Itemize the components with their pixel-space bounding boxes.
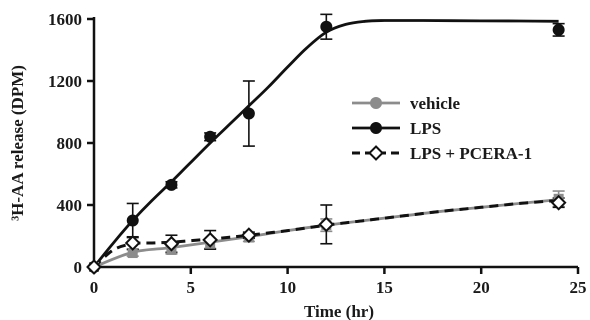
- y-ticks: 0 400 800 1200 1600: [48, 10, 94, 277]
- legend-marker-vehicle: [371, 98, 382, 109]
- legend-label-lps: LPS: [410, 119, 441, 138]
- y-tick-label: 1600: [48, 10, 82, 29]
- y-tick-label: 1200: [48, 72, 82, 91]
- error-bars: [127, 14, 565, 256]
- x-axis-title: Time (hr): [304, 302, 374, 320]
- y-tick-label: 0: [74, 258, 83, 277]
- point-lps: [205, 131, 216, 142]
- x-tick-label: 15: [376, 278, 393, 297]
- legend-label-lps-pcera-1: LPS + PCERA-1: [410, 144, 532, 163]
- x-tick-label: 10: [279, 278, 296, 297]
- x-tick-label: 5: [187, 278, 196, 297]
- y-tick-label: 800: [57, 134, 83, 153]
- axes: [94, 17, 578, 267]
- point-lps: [553, 24, 564, 35]
- y-axis-title: ³H-AA release (DPM): [8, 65, 27, 221]
- x-tick-label: 25: [570, 278, 587, 297]
- point-lps: [166, 179, 177, 190]
- point-lps-pcera-1: [126, 236, 139, 249]
- x-tick-label: 0: [90, 278, 99, 297]
- legend-label-vehicle: vehicle: [410, 94, 460, 113]
- point-lps: [321, 21, 332, 32]
- legend: vehicle LPS LPS + PCERA-1: [352, 94, 532, 163]
- x-ticks: 0 5 10 15 20 25: [90, 267, 587, 297]
- legend-marker-lps-pcera-1: [370, 147, 383, 160]
- point-lps: [243, 108, 254, 119]
- point-lps: [127, 215, 138, 226]
- legend-marker-lps: [371, 123, 382, 134]
- x-tick-label: 20: [473, 278, 490, 297]
- y-tick-label: 400: [57, 196, 83, 215]
